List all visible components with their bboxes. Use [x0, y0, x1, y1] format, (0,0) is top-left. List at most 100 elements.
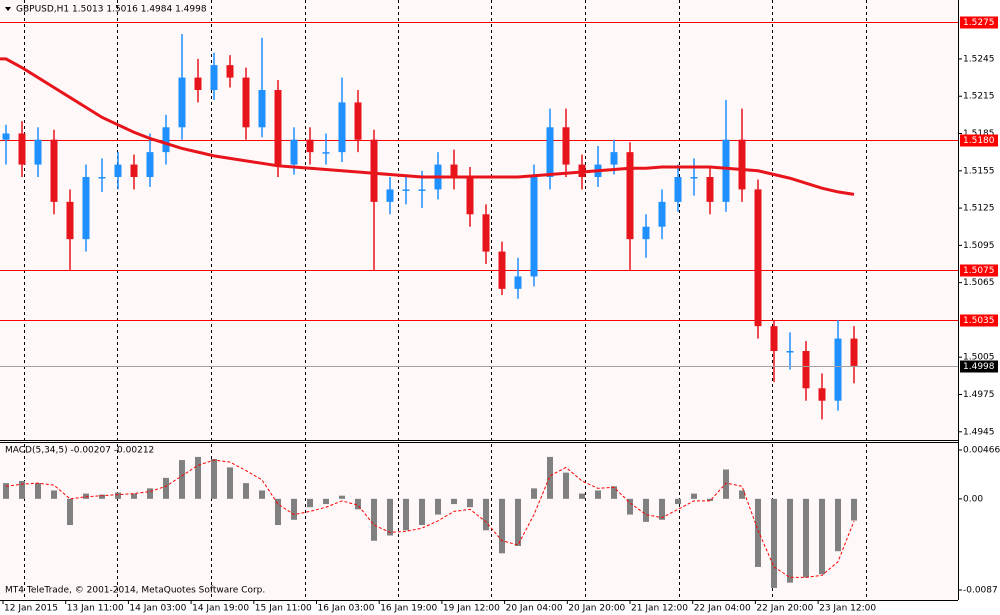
macd-bar — [19, 481, 25, 499]
candle-body — [194, 77, 202, 90]
y-tick-label: 1.5245 — [963, 54, 995, 64]
macd-bar — [195, 456, 201, 499]
macd-bar — [467, 498, 473, 508]
candle-body — [242, 77, 250, 128]
y-tick-label: 1.4975 — [963, 390, 995, 400]
x-tick-label: 21 Jan 12:00 — [631, 604, 688, 614]
candle-body — [162, 127, 170, 153]
macd-bar — [531, 488, 537, 499]
level-label: 1.5180 — [963, 136, 995, 146]
macd-bar — [99, 494, 105, 499]
candle-body — [850, 338, 858, 366]
candle-body — [258, 90, 266, 128]
macd-bar — [515, 498, 521, 546]
candle-body — [802, 351, 810, 389]
candle-body — [466, 177, 474, 215]
macd-bar — [755, 498, 761, 567]
candle-body — [18, 133, 26, 165]
candle-body — [786, 351, 794, 353]
x-tick-label: 19 Jan 12:00 — [443, 604, 500, 614]
macd-bar — [835, 498, 841, 552]
macd-bar — [563, 472, 569, 499]
candle-body — [642, 226, 650, 240]
macd-bar — [707, 498, 713, 501]
macd-bar — [803, 498, 809, 578]
macd-bar — [483, 498, 489, 531]
macd-bar — [131, 493, 137, 499]
macd-bar — [323, 498, 329, 505]
candle-body — [738, 139, 746, 190]
x-tick-label: 12 Jan 2015 — [4, 604, 58, 614]
candle-body — [34, 139, 42, 165]
candle-body — [674, 177, 682, 202]
footer: MT4 TeleTrade, © 2001-2014, MetaQuotes S… — [5, 586, 265, 596]
candle-body — [610, 152, 618, 165]
y-tick-label: -0.0087 — [963, 586, 998, 596]
macd-bar — [307, 498, 313, 508]
macd-bar — [211, 459, 217, 499]
macd-bar — [675, 498, 681, 505]
macd-bar — [819, 498, 825, 575]
y-tick-label: 1.5065 — [963, 278, 995, 288]
macd-bar — [291, 498, 297, 520]
x-tick-label: 23 Jan 12:00 — [819, 604, 876, 614]
level-label-box — [960, 314, 998, 327]
candle-body — [546, 127, 554, 177]
y-tick-label: 1.5215 — [963, 92, 995, 102]
candle-body — [514, 276, 522, 289]
macd-bar — [659, 498, 665, 520]
candle-body — [834, 338, 842, 401]
candle-body — [66, 201, 74, 240]
macd-bar — [691, 493, 697, 499]
y-tick-label: 1.5005 — [963, 353, 995, 363]
macd-bar — [339, 495, 345, 499]
macd-bar — [739, 490, 745, 499]
macd-bar — [547, 456, 553, 499]
y-tick-label: 1.5125 — [963, 204, 995, 214]
candle-body — [114, 164, 122, 177]
x-tick-label: 14 Jan 03:00 — [129, 604, 186, 614]
macd-bar — [579, 493, 585, 499]
level-label-box — [960, 134, 998, 147]
macd-bar — [387, 498, 393, 536]
scale-background — [958, 0, 1000, 615]
macd-bar — [163, 477, 169, 499]
candle-body — [386, 189, 394, 202]
candle-body — [82, 177, 90, 240]
candle-body — [418, 189, 426, 191]
macd-bar — [611, 486, 617, 499]
moving-average — [0, 57, 855, 196]
macd-bar — [355, 498, 361, 510]
macd-bar — [499, 498, 505, 554]
macd-bar — [259, 490, 265, 499]
candle-body — [818, 388, 826, 401]
y-tick-label: 0.00 — [963, 494, 983, 504]
x-tick-label: 22 Jan 20:00 — [756, 604, 813, 614]
candle-body — [130, 164, 138, 177]
candle-body — [498, 251, 506, 289]
current-price-box — [960, 360, 998, 373]
level-label: 1.5075 — [963, 266, 995, 276]
x-tick-label: 20 Jan 20:00 — [568, 604, 625, 614]
candle-body — [370, 139, 378, 202]
macd-bar — [595, 490, 601, 499]
candle-body — [658, 201, 666, 227]
chart-title: GBPUSD,H1 1.5013 1.5016 1.4984 1.4998 — [16, 5, 207, 15]
candle-body — [178, 77, 186, 128]
level-label: 1.5035 — [963, 316, 995, 326]
level-label-box — [960, 16, 998, 29]
candle-body — [706, 177, 714, 202]
macd-bar — [851, 498, 857, 521]
macd-bar — [147, 488, 153, 499]
candle-body — [50, 139, 58, 202]
candle-body — [482, 214, 490, 252]
candle-body — [770, 326, 778, 351]
menu-arrow[interactable] — [5, 7, 11, 11]
candle-body — [2, 133, 10, 140]
candle-body — [290, 139, 298, 165]
macd-title: MACD(5,34,5) -0.00207 -0.00212 — [5, 446, 154, 456]
macd-bar — [371, 498, 377, 541]
macd-bar — [627, 498, 633, 515]
y-tick-label: 1.5155 — [963, 166, 995, 176]
